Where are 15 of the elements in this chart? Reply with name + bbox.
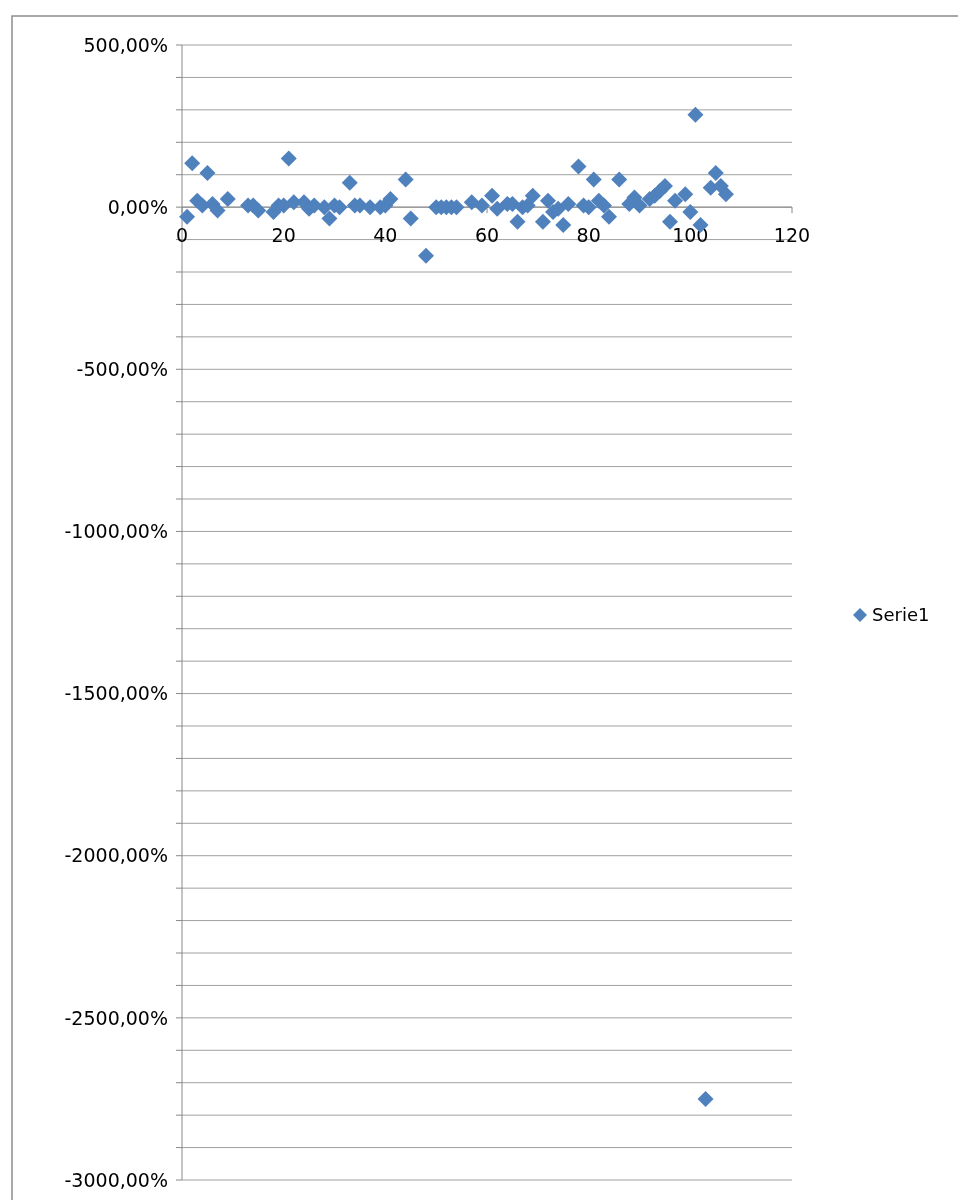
x-tick-label: 20 (271, 224, 296, 247)
y-tick-label: 500,00% (83, 33, 168, 56)
y-tick-label: -2500,00% (64, 1006, 168, 1029)
y-tick-label: 0,00% (107, 195, 168, 218)
x-tick-label: 80 (576, 224, 601, 247)
x-tick-label: 60 (474, 224, 500, 247)
y-tick-label: -500,00% (76, 357, 168, 380)
y-tick-label: -2000,00% (64, 844, 168, 867)
x-tick-label: 0 (175, 224, 189, 247)
legend-label: Serie1 (872, 604, 930, 626)
y-tick-label: -1500,00% (64, 682, 168, 705)
y-tick-label: -1000,00% (64, 520, 168, 543)
x-tick-label: 120 (773, 224, 811, 247)
y-tick-label: -3000,00% (64, 1168, 168, 1191)
x-tick-label: 40 (373, 224, 398, 247)
